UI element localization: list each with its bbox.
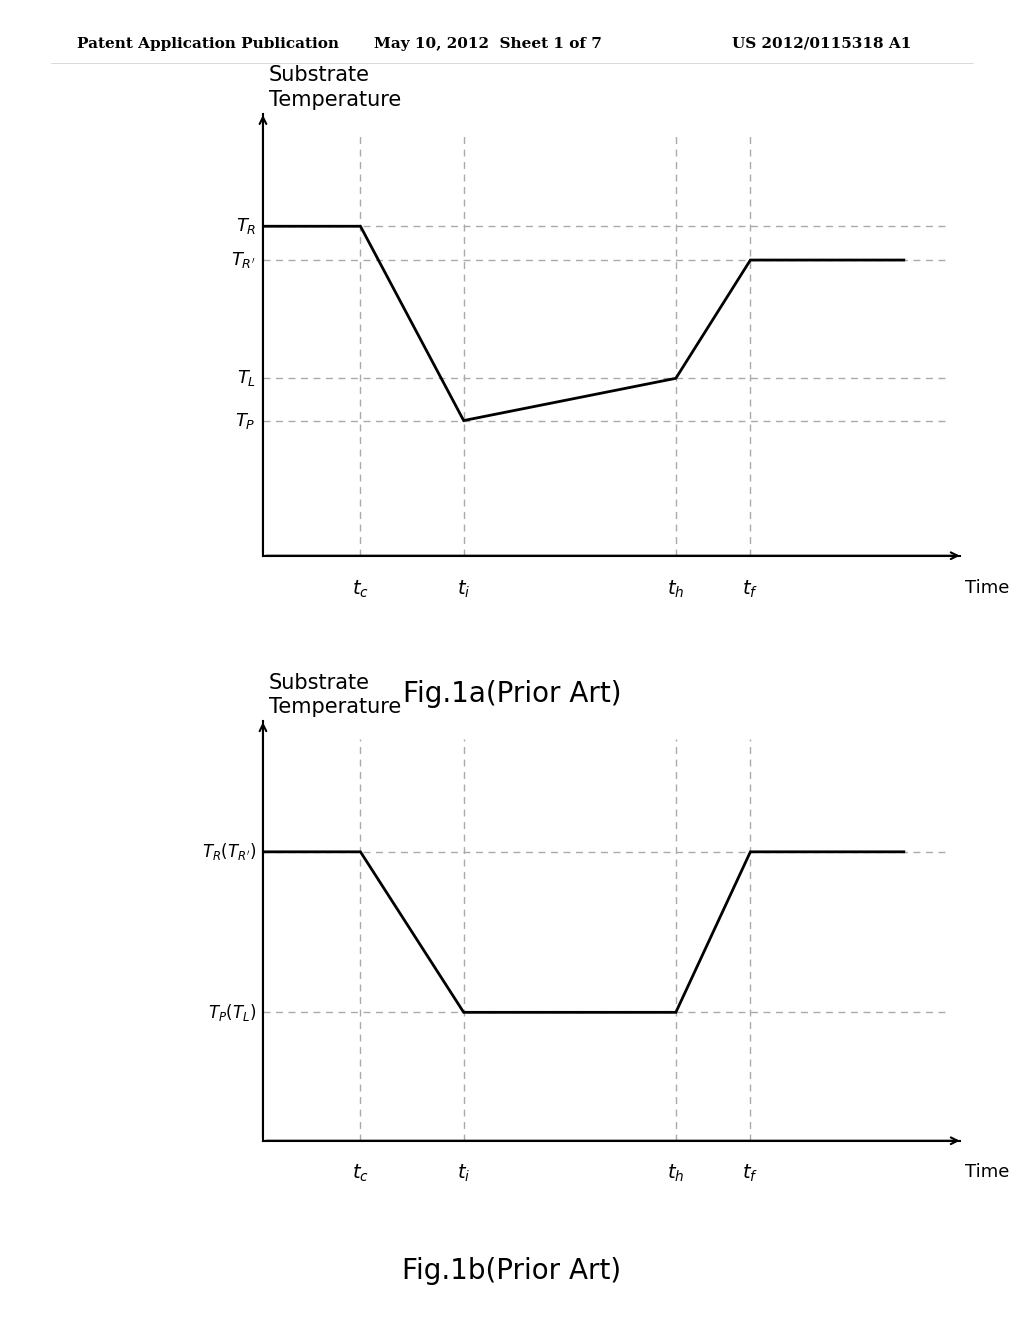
Text: $T_R( T_{R'} )$: $T_R( T_{R'} )$	[202, 841, 256, 862]
Text: Time: Time	[966, 579, 1010, 597]
Text: $T_L$: $T_L$	[237, 368, 256, 388]
Text: $T_P( T_L )$: $T_P( T_L )$	[208, 1002, 256, 1023]
Text: $t_i$: $t_i$	[457, 1163, 470, 1184]
Text: $t_h$: $t_h$	[668, 1163, 684, 1184]
Text: May 10, 2012  Sheet 1 of 7: May 10, 2012 Sheet 1 of 7	[374, 37, 602, 50]
Text: $t_f$: $t_f$	[742, 1163, 759, 1184]
Text: $T_{R'}$: $T_{R'}$	[231, 249, 256, 271]
Text: Substrate
Temperature: Substrate Temperature	[268, 65, 401, 110]
Text: US 2012/0115318 A1: US 2012/0115318 A1	[732, 37, 911, 50]
Text: $t_c$: $t_c$	[352, 1163, 369, 1184]
Text: $t_h$: $t_h$	[668, 579, 684, 601]
Text: Patent Application Publication: Patent Application Publication	[77, 37, 339, 50]
Text: $t_i$: $t_i$	[457, 579, 470, 601]
Text: Time: Time	[966, 1163, 1010, 1181]
Text: Substrate
Temperature: Substrate Temperature	[268, 673, 401, 717]
Text: $T_R$: $T_R$	[236, 216, 256, 236]
Text: Fig.1a(Prior Art): Fig.1a(Prior Art)	[402, 680, 622, 708]
Text: $t_c$: $t_c$	[352, 579, 369, 601]
Text: Fig.1b(Prior Art): Fig.1b(Prior Art)	[402, 1257, 622, 1284]
Text: $t_f$: $t_f$	[742, 579, 759, 601]
Text: $T_P$: $T_P$	[236, 411, 256, 430]
